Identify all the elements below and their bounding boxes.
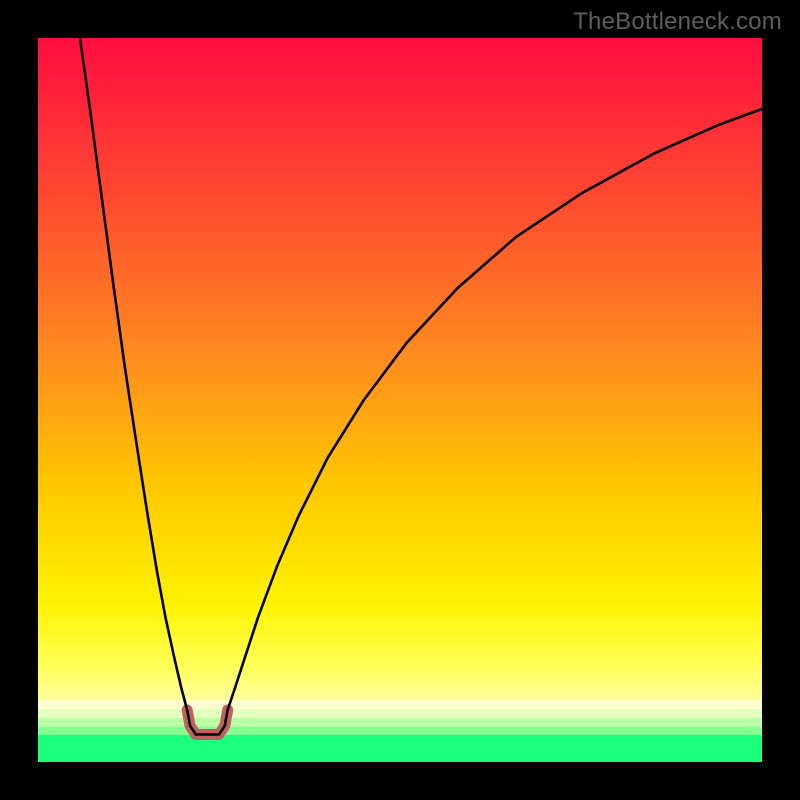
watermark-text: TheBottleneck.com (573, 8, 782, 36)
chart-frame: TheBottleneck.com (0, 0, 800, 800)
plot-area (38, 38, 762, 762)
bottleneck-curve (38, 38, 762, 762)
main-curve (80, 38, 762, 734)
